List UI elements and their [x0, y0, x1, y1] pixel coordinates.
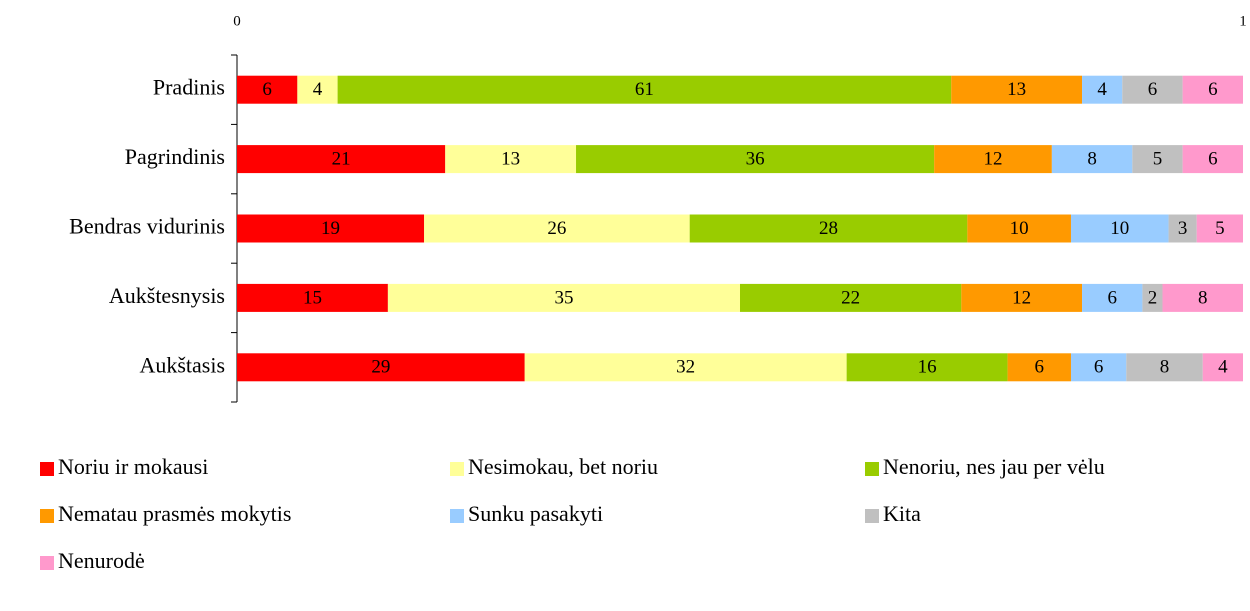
data-label: 22 [841, 287, 860, 308]
legend-label: Nenoriu, nes jau per vėlu [883, 454, 1105, 479]
data-label: 12 [1012, 287, 1031, 308]
data-label: 8 [1198, 287, 1208, 308]
data-label: 21 [332, 148, 351, 169]
bar-segment [524, 353, 847, 382]
data-label: 19 [321, 218, 340, 239]
bar-segment [424, 214, 690, 243]
data-label: 6 [1107, 287, 1117, 308]
bar-segment [1007, 353, 1071, 382]
bar-segment [1126, 353, 1203, 382]
bar-segment [237, 75, 298, 104]
bar-segment [846, 353, 1008, 382]
bar-segment [297, 75, 338, 104]
bar-segment [1162, 283, 1243, 312]
bar-segment [576, 145, 935, 174]
legend-swatch [40, 556, 54, 570]
category-label: Aukštasis [139, 352, 225, 377]
bar-segment [445, 145, 577, 174]
bar-segment [689, 214, 968, 243]
legend-swatch [865, 462, 879, 476]
data-label: 28 [819, 218, 838, 239]
x-tick-label: 0 [233, 13, 241, 29]
data-label: 4 [1218, 357, 1228, 378]
data-label: 6 [1035, 357, 1045, 378]
data-label: 10 [1010, 218, 1029, 239]
category-label: Bendras vidurinis [69, 214, 225, 239]
bar-segment [1142, 283, 1163, 312]
data-label: 26 [547, 218, 566, 239]
data-label: 32 [676, 357, 695, 378]
bar-segment [237, 283, 388, 312]
legend-swatch [40, 509, 54, 523]
data-label: 3 [1178, 218, 1188, 239]
legend-swatch [865, 509, 879, 523]
legend-label: Nematau prasmės mokytis [58, 501, 291, 526]
bar-segment [1132, 145, 1183, 174]
data-label: 2 [1148, 287, 1158, 308]
bar-segment [1182, 75, 1243, 104]
legend-swatch [450, 509, 464, 523]
data-label: 8 [1087, 148, 1097, 169]
data-label: 16 [918, 357, 937, 378]
data-label: 35 [554, 287, 573, 308]
bar-segment [1082, 75, 1123, 104]
data-label: 13 [501, 148, 520, 169]
bar-segment [237, 145, 446, 174]
data-label: 29 [371, 357, 390, 378]
legend-label: Nenurodė [58, 548, 145, 573]
data-label: 15 [303, 287, 322, 308]
bar-segment [951, 75, 1083, 104]
bar-segment [337, 75, 952, 104]
bar-segment [387, 283, 740, 312]
bar-segment [1122, 75, 1183, 104]
data-label: 5 [1153, 148, 1163, 169]
bar-segment [967, 214, 1071, 243]
legend-label: Noriu ir mokausi [58, 454, 208, 479]
bar-segment [1168, 214, 1197, 243]
bar-segment [237, 214, 425, 243]
legend-label: Kita [883, 501, 921, 526]
bar-segment [961, 283, 1083, 312]
bar-segment [1196, 214, 1243, 243]
data-label: 5 [1215, 218, 1225, 239]
data-label: 36 [746, 148, 765, 169]
legend-swatch [450, 462, 464, 476]
data-label: 6 [1094, 357, 1104, 378]
bar-segment [1070, 353, 1127, 382]
bar-segment [1202, 353, 1243, 382]
data-label: 13 [1007, 79, 1026, 100]
data-label: 61 [635, 79, 654, 100]
data-label: 8 [1160, 357, 1170, 378]
data-label: 6 [1208, 148, 1218, 169]
bar-segment [1070, 214, 1169, 243]
data-label: 12 [984, 148, 1003, 169]
data-label: 10 [1110, 218, 1129, 239]
data-label: 6 [1148, 79, 1158, 100]
bar-segment [237, 353, 525, 382]
legend-label: Sunku pasakyti [468, 501, 603, 526]
category-label: Pagrindinis [125, 144, 225, 169]
bar-segment [1051, 145, 1133, 174]
legend-label: Nesimokau, bet noriu [468, 454, 658, 479]
data-label: 4 [1097, 79, 1107, 100]
category-label: Pradinis [153, 75, 225, 100]
data-label: 6 [262, 79, 272, 100]
data-label: 6 [1208, 79, 1218, 100]
bar-segment [1082, 283, 1143, 312]
bar-segment [934, 145, 1052, 174]
x-tick-label: 1 [1239, 13, 1247, 29]
bar-segment [740, 283, 962, 312]
category-label: Aukštesnysis [109, 283, 225, 308]
legend-swatch [40, 462, 54, 476]
bar-segment [1182, 145, 1243, 174]
data-label: 4 [313, 79, 323, 100]
